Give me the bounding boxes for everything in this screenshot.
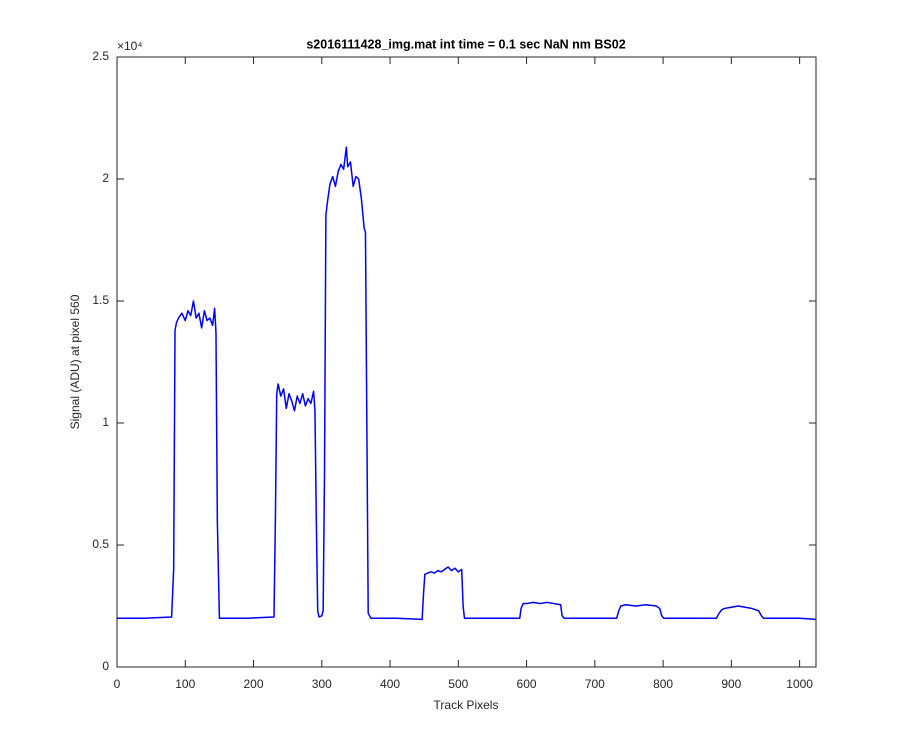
y-tick-label: 1.5 bbox=[92, 293, 109, 307]
y-tick-label: 2 bbox=[102, 171, 109, 185]
x-tick-label: 500 bbox=[448, 677, 468, 691]
y-tick-label: 0 bbox=[102, 659, 109, 673]
x-tick-label: 600 bbox=[517, 677, 537, 691]
data-line bbox=[117, 146, 817, 621]
y-tick-label: 0.5 bbox=[92, 537, 109, 551]
x-tick-label: 700 bbox=[585, 677, 605, 691]
y-axis-label: Signal (ADU) at pixel 560 bbox=[68, 294, 82, 429]
x-tick-label: 200 bbox=[244, 677, 264, 691]
x-tick-label: 900 bbox=[721, 677, 741, 691]
y-exponent-label: ×10⁴ bbox=[117, 39, 143, 53]
x-axis-label: Track Pixels bbox=[434, 698, 499, 712]
chart-title: s2016111428_img.mat int time = 0.1 sec N… bbox=[306, 37, 625, 51]
x-tick-label: 1000 bbox=[786, 677, 813, 691]
y-tick-label: 2.5 bbox=[92, 49, 109, 63]
x-tick-label: 0 bbox=[114, 677, 121, 691]
x-tick-label: 100 bbox=[175, 677, 195, 691]
x-tick-label: 800 bbox=[653, 677, 673, 691]
y-tick-label: 1 bbox=[102, 415, 109, 429]
plot-frame bbox=[116, 56, 817, 668]
x-tick-label: 300 bbox=[312, 677, 332, 691]
x-tick-label: 400 bbox=[380, 677, 400, 691]
